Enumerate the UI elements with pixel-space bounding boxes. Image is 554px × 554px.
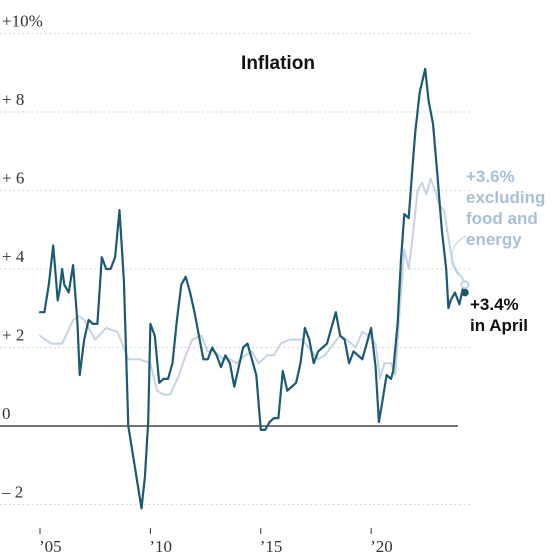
y-tick-label: + 2 (2, 325, 24, 344)
cpi-end-point (461, 288, 469, 297)
x-tick-label: ’15 (260, 537, 283, 554)
core-leader-line (451, 235, 467, 280)
y-tick-label: + 8 (2, 90, 24, 109)
x-tick-label: ’20 (370, 537, 393, 554)
y-tick-label: + 4 (2, 247, 25, 266)
core-annotation-line: food and (466, 209, 538, 228)
core-annotation-line: excluding (466, 188, 545, 207)
core-annotation-line: energy (466, 230, 522, 249)
y-tick-label: +10% (2, 12, 43, 31)
core-end-point (460, 280, 470, 290)
series-lines (38, 67, 467, 510)
cpi-annotation-line: +3.4% (470, 295, 519, 314)
x-tick-label: ’05 (39, 537, 62, 554)
x-axis: ’05 ’10 ’15 ’20 (39, 528, 393, 554)
gridlines (0, 33, 470, 505)
cpi-inflation-line (38, 67, 467, 510)
y-axis-labels: +10% + 8 + 6 + 4 + 2 0 – 2 (1, 12, 43, 502)
cpi-annotation-line: in April (470, 316, 528, 335)
y-tick-label: – 2 (1, 482, 23, 501)
chart-title: Inflation (241, 53, 315, 74)
annotations: +3.6% excluding food and energy +3.4% in Apri… (451, 167, 545, 335)
y-tick-label: 0 (2, 404, 11, 423)
core-inflation-line (39, 177, 466, 396)
x-tick-label: ’10 (149, 537, 172, 554)
core-annotation-line: +3.6% (466, 167, 515, 186)
y-tick-label: + 6 (2, 169, 24, 188)
